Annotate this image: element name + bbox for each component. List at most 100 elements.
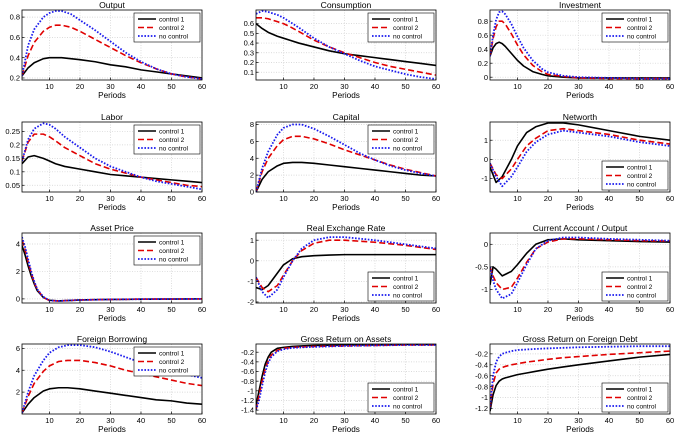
legend-label: no control: [627, 181, 656, 188]
x-tick-label: 60: [432, 82, 440, 91]
legend-label: control 2: [627, 284, 653, 291]
x-axis-label: Periods: [98, 425, 126, 434]
panel-11: 10 20 30 40 50 60 -1.2 -1 -0.8 -0.6 -0.4 -0.2 Gross …: [475, 334, 674, 434]
panel-9: 10 20 30 40 50 60 2 4 6 Foreign Borrowing Periods c…: [16, 334, 206, 434]
x-tick-label: 50: [167, 305, 175, 314]
x-tick-label: 50: [401, 416, 409, 425]
panel-4: 10 20 30 40 50 60 0 2 4 6 8 Capital Periods control 1…: [250, 112, 440, 212]
legend-label: no control: [159, 367, 188, 374]
y-tick-label: 0.6: [244, 19, 254, 28]
x-tick-label: 30: [106, 305, 114, 314]
legend: control 1 control 2no control: [367, 12, 435, 43]
legend-label: no control: [393, 33, 422, 40]
y-tick-label: -1.2: [475, 404, 488, 413]
y-tick-label: -0.4: [241, 357, 254, 366]
axes-box: [255, 343, 437, 415]
legend-label: control 1: [393, 275, 419, 282]
x-tick-label: 30: [340, 416, 348, 425]
x-tick-label: 40: [605, 82, 613, 91]
x-tick-label: 40: [371, 305, 379, 314]
legend-label: control 1: [627, 275, 653, 282]
y-tick-label: 4: [16, 366, 20, 375]
legend: control 1 control 2no control: [133, 346, 201, 377]
x-tick-label: 20: [544, 305, 552, 314]
x-tick-label: 50: [401, 194, 409, 203]
legend: control 1 control 2no control: [367, 382, 435, 413]
panel-7: 10 20 30 40 50 60 -2 -1 0 1 Real Exchange Rate Peri…: [247, 223, 440, 323]
legend: control 1 control 2no control: [367, 124, 435, 155]
y-tick-label: -1: [247, 386, 254, 395]
series-line-control-1: [22, 386, 202, 414]
x-tick-label: 40: [605, 305, 613, 314]
y-tick-label: 0.1: [244, 68, 254, 77]
y-tick-label: 4: [16, 240, 20, 249]
panel-6: 10 20 30 40 50 60 0 2 4 Asset Price Periods control…: [16, 223, 206, 323]
y-tick-label: 8: [250, 120, 254, 129]
legend: control 1 control 2no control: [367, 271, 435, 302]
legend-label: control 1: [393, 386, 419, 393]
legend-label: no control: [627, 292, 656, 299]
y-tick-label: -0.8: [241, 377, 254, 386]
legend-label: control 2: [393, 137, 419, 144]
y-tick-label: 0.05: [5, 181, 20, 190]
y-tick-label: -0.6: [475, 371, 488, 380]
legend-label: control 1: [159, 16, 185, 23]
panel-title: Gross Return on Assets: [301, 334, 392, 344]
axes-box: [21, 9, 203, 81]
x-tick-label: 30: [340, 82, 348, 91]
x-tick-label: 20: [310, 194, 318, 203]
y-tick-label: 0.4: [478, 45, 488, 54]
series-line-control-2: [490, 127, 670, 180]
y-tick-label: 0.15: [5, 154, 20, 163]
legend-box: [133, 235, 201, 266]
x-tick-label: 30: [340, 305, 348, 314]
x-tick-label: 40: [605, 194, 613, 203]
x-tick-label: 60: [198, 416, 206, 425]
x-tick-label: 50: [635, 82, 643, 91]
axes-box: [489, 121, 671, 193]
x-tick-label: 10: [279, 305, 287, 314]
axes-box: [21, 121, 203, 193]
x-tick-label: 60: [666, 194, 674, 203]
y-tick-label: -2: [247, 298, 254, 307]
legend-box: [367, 124, 435, 155]
x-tick-label: 60: [198, 305, 206, 314]
x-tick-label: 10: [45, 305, 53, 314]
legend-box: [133, 346, 201, 377]
series-line-control-1: [256, 161, 436, 192]
series-line-control-1: [490, 238, 670, 286]
y-tick-label: 1: [250, 236, 254, 245]
x-axis-label: Periods: [332, 314, 360, 323]
legend-box: [601, 382, 669, 413]
series-line-no-control: [490, 10, 670, 80]
legend-label: no control: [393, 292, 422, 299]
y-tick-label: 0.5: [244, 29, 254, 38]
x-tick-label: 60: [666, 82, 674, 91]
legend: control 1 control 2no control: [601, 160, 669, 191]
panel-title: Investment: [559, 0, 602, 10]
panel-2: 10 20 30 40 50 60 0 0.2 0.4 0.6 0.8 Investment Perio…: [478, 0, 675, 100]
panel-1: 10 20 30 40 50 60 0.10.20.30.40.50.6 Consumptio…: [244, 0, 441, 100]
legend-box: [367, 382, 435, 413]
x-tick-label: 50: [635, 194, 643, 203]
panel-title: Asset Price: [90, 223, 134, 233]
legend-label: no control: [159, 256, 188, 263]
x-tick-label: 60: [666, 416, 674, 425]
y-tick-label: 2: [16, 267, 20, 276]
panel-0: 10 20 30 40 50 60 0.2 0.4 0.6 0.8 Output Periods con…: [10, 0, 207, 100]
x-tick-label: 30: [106, 194, 114, 203]
y-tick-label: 0.6: [478, 31, 488, 40]
legend-label: control 2: [627, 395, 653, 402]
x-tick-label: 20: [544, 416, 552, 425]
legend: control 1 control 2no control: [601, 382, 669, 413]
y-tick-label: -0.2: [475, 349, 488, 358]
x-axis-label: Periods: [98, 314, 126, 323]
legend-box: [601, 12, 669, 43]
axes-box: [489, 232, 671, 304]
axes-box: [255, 9, 437, 81]
legend-label: control 1: [393, 128, 419, 135]
y-tick-label: 0.3: [244, 48, 254, 57]
y-tick-label: 1: [484, 136, 488, 145]
x-tick-label: 30: [574, 416, 582, 425]
x-axis-label: Periods: [566, 425, 594, 434]
